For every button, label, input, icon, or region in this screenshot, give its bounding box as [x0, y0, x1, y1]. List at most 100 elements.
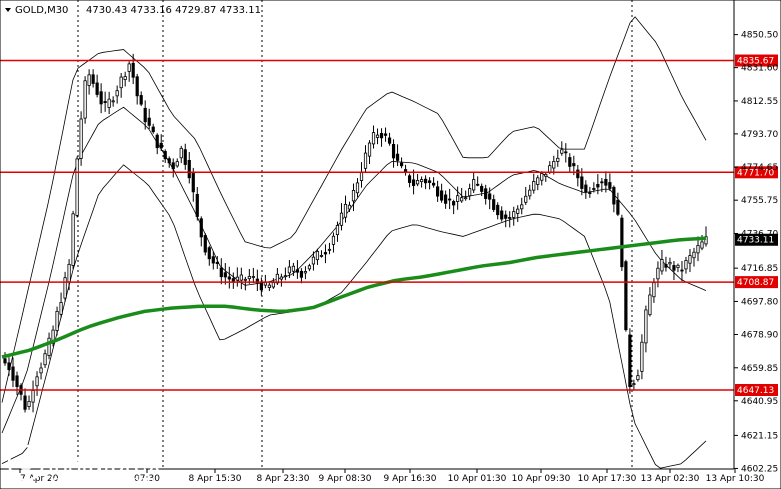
candle-body	[528, 189, 532, 197]
candle-body	[271, 282, 275, 288]
watermark-tagline: Instant Forex Trading	[50, 475, 154, 487]
instaforex-logo-mark	[16, 455, 36, 471]
candle-body	[444, 194, 448, 204]
candle-body	[592, 188, 596, 190]
candle-body	[307, 265, 312, 270]
candle-body	[628, 334, 632, 387]
candle-body	[508, 217, 512, 219]
candle-body	[407, 175, 412, 183]
candle-body	[255, 278, 259, 284]
candle-body	[239, 274, 243, 281]
level-label-box	[735, 276, 778, 289]
candle-body	[379, 132, 384, 139]
time-tick-label: 10 Apr 17:30	[578, 474, 637, 484]
candle-body	[652, 282, 656, 298]
candle-body	[692, 251, 696, 259]
candle-body	[183, 149, 187, 165]
candle-body	[355, 182, 360, 194]
candle-body	[359, 171, 364, 181]
candle-body	[75, 158, 79, 216]
candle-body	[299, 270, 304, 278]
candle-body	[247, 276, 251, 280]
level-label: 4647.13	[737, 386, 774, 396]
ohlc-readout: 4730.43 4733.16 4729.87 4733.11	[86, 5, 261, 16]
ma-200-line	[1, 236, 707, 359]
candle-body	[612, 186, 616, 205]
candle-body	[668, 261, 672, 265]
candle-body	[548, 165, 552, 173]
candle-body	[423, 178, 428, 184]
candle-body	[576, 169, 580, 179]
candle-body	[171, 162, 175, 170]
candle-body	[636, 375, 640, 381]
time-tick-label: 13 Apr 10:30	[706, 474, 765, 484]
price-tick-label: 4755.75	[741, 196, 778, 206]
candle-body	[428, 180, 432, 183]
candle-body	[159, 142, 163, 149]
price-tick-label: 4678.90	[741, 330, 778, 340]
price-axis: 4850.50 4831.60 4812.55 4793.70 4774.65 4755.…	[734, 31, 778, 474]
candle-body	[676, 264, 680, 268]
candle-body	[387, 137, 392, 144]
candle-body	[375, 134, 380, 138]
candle-body	[432, 182, 436, 186]
candle-body	[367, 142, 372, 157]
candle-body	[187, 159, 191, 179]
candle-body	[660, 259, 664, 272]
candle-body	[696, 245, 700, 254]
candle-body	[279, 276, 283, 280]
candle-body	[79, 118, 83, 159]
candle-body	[223, 272, 227, 278]
candle-body	[436, 186, 440, 197]
candle-body	[147, 117, 151, 126]
candle-body	[143, 107, 147, 123]
candle-body	[496, 204, 500, 216]
candle-body	[55, 311, 59, 331]
candle-body	[3, 358, 7, 364]
price-tick-label: 4659.85	[741, 364, 778, 374]
price-tick-label: 4774.65	[741, 163, 778, 173]
watermark-brand: instaforex	[48, 448, 161, 478]
candle-body	[291, 265, 296, 272]
candle-body	[524, 195, 528, 203]
candle-body	[311, 256, 316, 265]
candle-body	[283, 275, 288, 278]
candle-body	[215, 262, 219, 264]
price-tick-label: 4850.50	[741, 31, 778, 41]
price-tick-label: 4621.15	[741, 431, 778, 441]
candle-body	[399, 162, 404, 167]
candle-body	[476, 183, 480, 186]
candle-body	[512, 211, 516, 218]
candle-body	[195, 193, 199, 217]
price-tick-label: 4736.70	[741, 229, 778, 239]
candle-body	[199, 218, 203, 238]
candle-body	[155, 134, 159, 149]
collapse-arrow-icon[interactable]	[5, 8, 11, 12]
candle-body	[464, 197, 468, 200]
candle-body	[287, 266, 292, 274]
level-label: 4771.70	[737, 168, 774, 178]
candle-body	[480, 185, 484, 192]
candle-body	[456, 195, 460, 202]
time-tick-label: 10 Apr 09:30	[512, 474, 571, 484]
candle-body	[83, 80, 87, 119]
candle-body	[27, 401, 31, 407]
lower-band-line	[1, 164, 707, 469]
candle-body	[504, 214, 508, 219]
candle-body	[552, 161, 556, 169]
level-label: 4835.67	[737, 57, 774, 67]
candle-body	[319, 254, 324, 257]
time-tick-label: 8 Apr 23:30	[257, 474, 310, 484]
time-tick-label: 9 Apr 16:30	[384, 474, 437, 484]
candle-body	[203, 235, 207, 253]
candle-body	[15, 375, 19, 387]
candles	[3, 53, 708, 413]
candle-body	[31, 390, 35, 403]
candle-body	[700, 241, 704, 249]
candle-body	[47, 337, 51, 356]
candle-body	[616, 199, 620, 215]
candle-body	[395, 153, 400, 161]
candle-body	[59, 302, 63, 315]
